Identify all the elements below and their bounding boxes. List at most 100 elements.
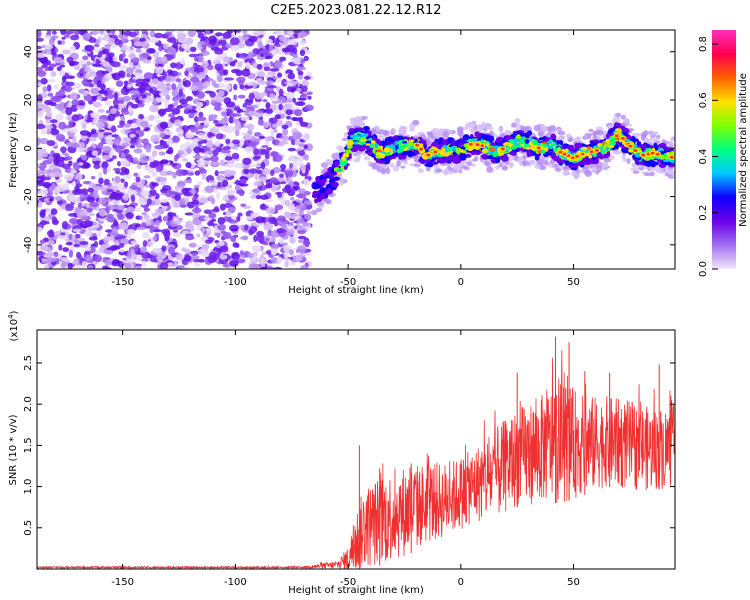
- noise-blob: [48, 197, 54, 202]
- noise-blob: [48, 155, 54, 162]
- ridge-halo: [363, 156, 371, 161]
- ridge-halo: [608, 154, 615, 161]
- noise-blob: [276, 72, 283, 78]
- noise-blob: [240, 203, 247, 207]
- noise-blob: [248, 263, 259, 269]
- spectrogram-plot-area: [37, 30, 675, 269]
- noise-blob: [170, 162, 178, 167]
- noise-blob: [235, 52, 241, 58]
- noise-blob: [136, 226, 147, 230]
- noise-blob: [159, 98, 169, 103]
- noise-blob: [50, 63, 58, 68]
- noise-blob: [217, 39, 227, 45]
- ridge-mid: [333, 176, 340, 182]
- noise-blob: [230, 45, 240, 52]
- noise-blob: [255, 216, 266, 224]
- noise-blob: [233, 94, 238, 101]
- noise-blob: [83, 220, 94, 228]
- noise-blob: [53, 56, 63, 64]
- ridge-mid: [663, 146, 669, 150]
- ridge-mid: [331, 181, 339, 188]
- noise-blob: [58, 70, 66, 77]
- noise-blob: [197, 32, 205, 39]
- ridge-core: [600, 144, 605, 151]
- ridge-mid: [424, 163, 433, 167]
- noise-blob: [37, 163, 41, 167]
- noise-blob: [37, 53, 46, 58]
- noise-blob: [304, 190, 311, 196]
- noise-blob: [263, 222, 274, 231]
- noise-blob: [127, 228, 136, 235]
- noise-blob: [149, 162, 157, 169]
- noise-blob: [285, 220, 290, 225]
- ridge-halo: [549, 124, 557, 132]
- noise-blob: [272, 139, 280, 146]
- noise-blob: [269, 169, 275, 177]
- noise-blob: [61, 261, 67, 269]
- noise-blob: [143, 72, 154, 81]
- noise-blob: [40, 245, 49, 250]
- noise-blob: [190, 76, 200, 83]
- noise-blob: [303, 144, 308, 150]
- noise-blob: [149, 254, 158, 263]
- noise-blob: [269, 68, 280, 72]
- noise-blob: [147, 240, 155, 246]
- noise-blob: [84, 230, 93, 237]
- noise-blob: [84, 66, 92, 73]
- noise-blob: [109, 234, 115, 241]
- noise-blob: [142, 59, 152, 64]
- noise-blob: [92, 63, 102, 68]
- ridge-core: [550, 143, 557, 147]
- noise-blob: [237, 42, 246, 49]
- noise-blob: [87, 187, 94, 193]
- ridge-halo: [441, 170, 450, 175]
- noise-blob: [210, 155, 219, 163]
- noise-blob: [298, 209, 304, 216]
- noise-blob: [54, 196, 63, 201]
- noise-blob: [277, 96, 287, 104]
- noise-blob: [119, 30, 125, 35]
- noise-blob: [111, 182, 118, 187]
- ridge-halo: [456, 126, 464, 133]
- noise-blob: [65, 107, 73, 116]
- noise-blob: [141, 41, 147, 47]
- noise-blob: [140, 178, 146, 185]
- noise-blob: [117, 102, 127, 110]
- ridge-mid: [398, 152, 403, 160]
- noise-blob: [296, 66, 307, 71]
- noise-blob: [185, 96, 193, 102]
- noise-blob: [37, 99, 43, 104]
- noise-blob: [225, 138, 231, 145]
- noise-blob: [224, 77, 234, 81]
- noise-blob: [71, 234, 76, 241]
- noise-blob: [241, 224, 246, 232]
- noise-blob: [193, 184, 200, 189]
- noise-blob: [88, 71, 98, 77]
- noise-blob: [247, 252, 254, 259]
- noise-blob: [135, 215, 141, 220]
- noise-blob: [213, 102, 223, 107]
- noise-blob: [197, 132, 205, 136]
- noise-blob: [214, 239, 220, 244]
- noise-blob: [158, 151, 166, 156]
- ridge-halo: [653, 131, 659, 135]
- noise-blob: [292, 47, 298, 54]
- noise-blob: [296, 101, 306, 107]
- ridge-mid: [366, 151, 374, 155]
- noise-blob: [173, 217, 178, 222]
- noise-blob: [241, 68, 251, 77]
- noise-blob: [281, 135, 289, 143]
- noise-blob: [88, 37, 97, 43]
- noise-blob: [214, 123, 224, 127]
- noise-blob: [161, 56, 168, 64]
- noise-blob: [91, 157, 102, 162]
- noise-blob: [116, 212, 123, 219]
- noise-blob: [248, 36, 258, 43]
- noise-blob: [220, 230, 227, 235]
- noise-blob: [275, 134, 281, 139]
- noise-blob: [138, 56, 147, 62]
- noise-blob: [94, 186, 101, 191]
- ridge-halo: [592, 134, 597, 140]
- noise-blob: [55, 178, 63, 184]
- noise-blob: [255, 101, 261, 106]
